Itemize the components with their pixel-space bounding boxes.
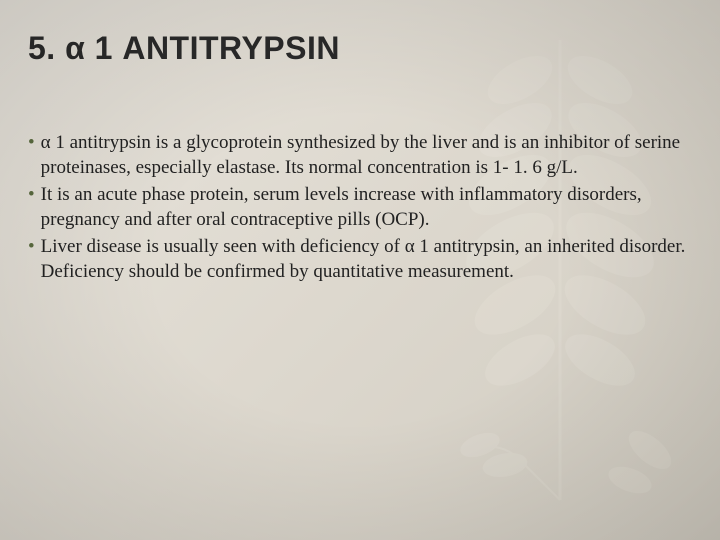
- bullet-text: Liver disease is usually seen with defic…: [41, 234, 688, 284]
- bullet-marker: •: [28, 182, 35, 232]
- bullet-item: • Liver disease is usually seen with def…: [28, 234, 688, 284]
- bullet-item: • It is an acute phase protein, serum le…: [28, 182, 688, 232]
- slide-title: 5. α 1 ANTITRYPSIN: [28, 30, 340, 67]
- slide: 5. α 1 ANTITRYPSIN • α 1 antitrypsin is …: [0, 0, 720, 540]
- bullet-item: • α 1 antitrypsin is a glycoprotein synt…: [28, 130, 688, 180]
- bullet-text: α 1 antitrypsin is a glycoprotein synthe…: [41, 130, 688, 180]
- bullet-marker: •: [28, 130, 35, 180]
- bullet-marker: •: [28, 234, 35, 284]
- slide-body: • α 1 antitrypsin is a glycoprotein synt…: [28, 130, 688, 286]
- bullet-text: It is an acute phase protein, serum leve…: [41, 182, 688, 232]
